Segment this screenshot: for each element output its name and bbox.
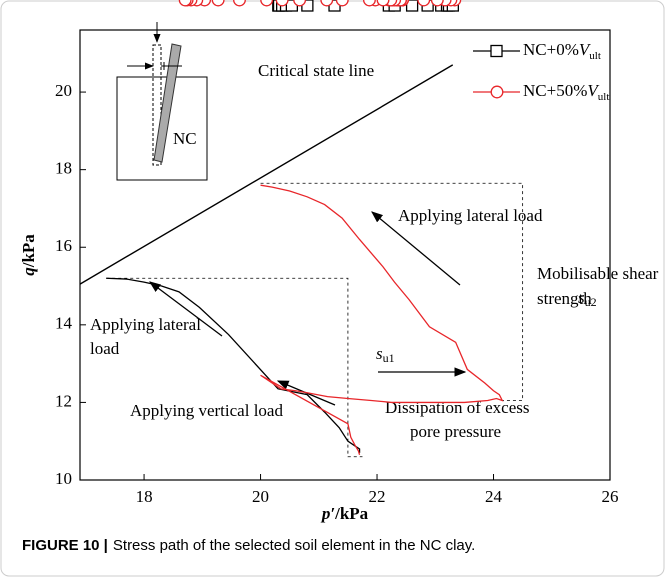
inset-diagram: NC [116,22,208,181]
caption-label: FIGURE 10 | [22,537,108,554]
caption: FIGURE 10 | Stress path of the selected s… [22,537,475,554]
legend-subscript: ult [598,91,610,103]
data-point [260,0,274,7]
annotation: Applying vertical load [130,401,283,420]
y-tick-label: 16 [55,236,72,255]
y-axis-unit: /kPa [19,234,38,269]
y-tick-label: 12 [55,391,72,410]
data-point [405,0,419,12]
x-tick-label: 18 [136,487,153,506]
y-axis-symbol: q [19,267,38,276]
y-axis-label: q/kPa [19,234,38,276]
data-point [320,0,334,7]
y-tick-label: 20 [55,81,72,100]
data-point [275,0,289,7]
legend-symbol: V [587,81,600,100]
data-point [233,0,246,7]
y-tick-label: 10 [55,469,72,488]
legend-symbol: V [579,40,592,59]
inset-label: NC [173,129,197,148]
data-point [293,0,307,7]
annotation: Applying lateral [90,315,201,334]
plot-frame [79,29,611,481]
x-axis-symbol: p′ [320,504,335,523]
y-tick-label: 14 [55,314,73,333]
guide-line [106,277,363,458]
x-axis-unit: /kPa [334,504,369,523]
data-point [376,0,390,7]
legend-name: NC+50% [523,81,587,100]
su2-symbol: s [578,288,585,307]
series-line [260,184,504,455]
annotation: Mobilisable shear [537,264,659,283]
annotation: Applying lateral load [398,206,543,225]
data-point [430,0,444,7]
su2-label: su2 [578,288,597,309]
data-point [417,0,431,7]
x-tick-label: 24 [485,487,503,506]
data-point [178,0,192,7]
x-axis-label: p′/kPa [320,504,369,523]
x-tick-label: 20 [252,487,269,506]
annotation: load [90,339,120,358]
x-tick-label: 26 [602,487,619,506]
su1-symbol: s [376,344,383,363]
su2-subscript: u2 [585,295,597,309]
annotation: pore pressure [410,422,501,441]
legend-label: NC+50%Vult [523,81,609,103]
caption-text: Stress path of the selected soil element… [113,537,475,554]
legend-marker [490,44,503,58]
legend-marker [490,85,504,99]
arrows [149,211,467,406]
su1-label: su1 [376,344,395,365]
data-point [362,0,376,7]
legend-label: NC+0%Vult [523,40,601,62]
data-point [335,0,349,7]
annotation: strength [537,289,592,308]
x-tick-label: 22 [369,487,386,506]
critical-state-line [79,64,454,285]
legend-name: NC+0% [523,40,579,59]
critical-state-label: Critical state line [258,61,374,80]
su1-subscript: u1 [383,351,395,365]
legend-subscript: ult [589,50,601,62]
series-line [106,277,361,453]
data-point [211,0,225,7]
y-tick-label: 18 [55,159,72,178]
